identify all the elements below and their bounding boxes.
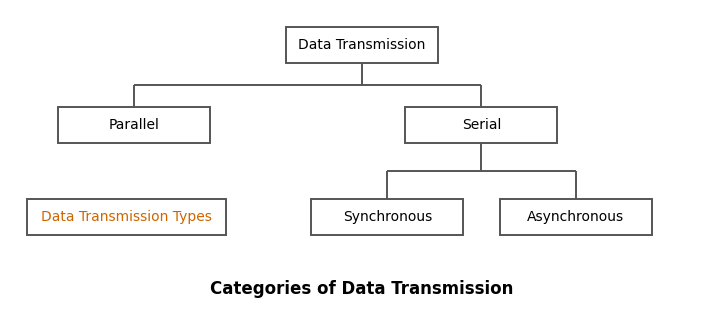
Text: Asynchronous: Asynchronous bbox=[527, 210, 624, 224]
Text: Serial: Serial bbox=[462, 118, 501, 132]
FancyBboxPatch shape bbox=[286, 27, 438, 63]
Text: Categories of Data Transmission: Categories of Data Transmission bbox=[210, 280, 514, 298]
Text: Data Transmission: Data Transmission bbox=[298, 38, 426, 52]
FancyBboxPatch shape bbox=[311, 199, 463, 235]
FancyBboxPatch shape bbox=[500, 199, 652, 235]
Text: Data Transmission Types: Data Transmission Types bbox=[41, 210, 212, 224]
Text: Synchronous: Synchronous bbox=[342, 210, 432, 224]
FancyBboxPatch shape bbox=[405, 107, 557, 143]
Text: Parallel: Parallel bbox=[109, 118, 159, 132]
FancyBboxPatch shape bbox=[27, 199, 226, 235]
FancyBboxPatch shape bbox=[58, 107, 210, 143]
